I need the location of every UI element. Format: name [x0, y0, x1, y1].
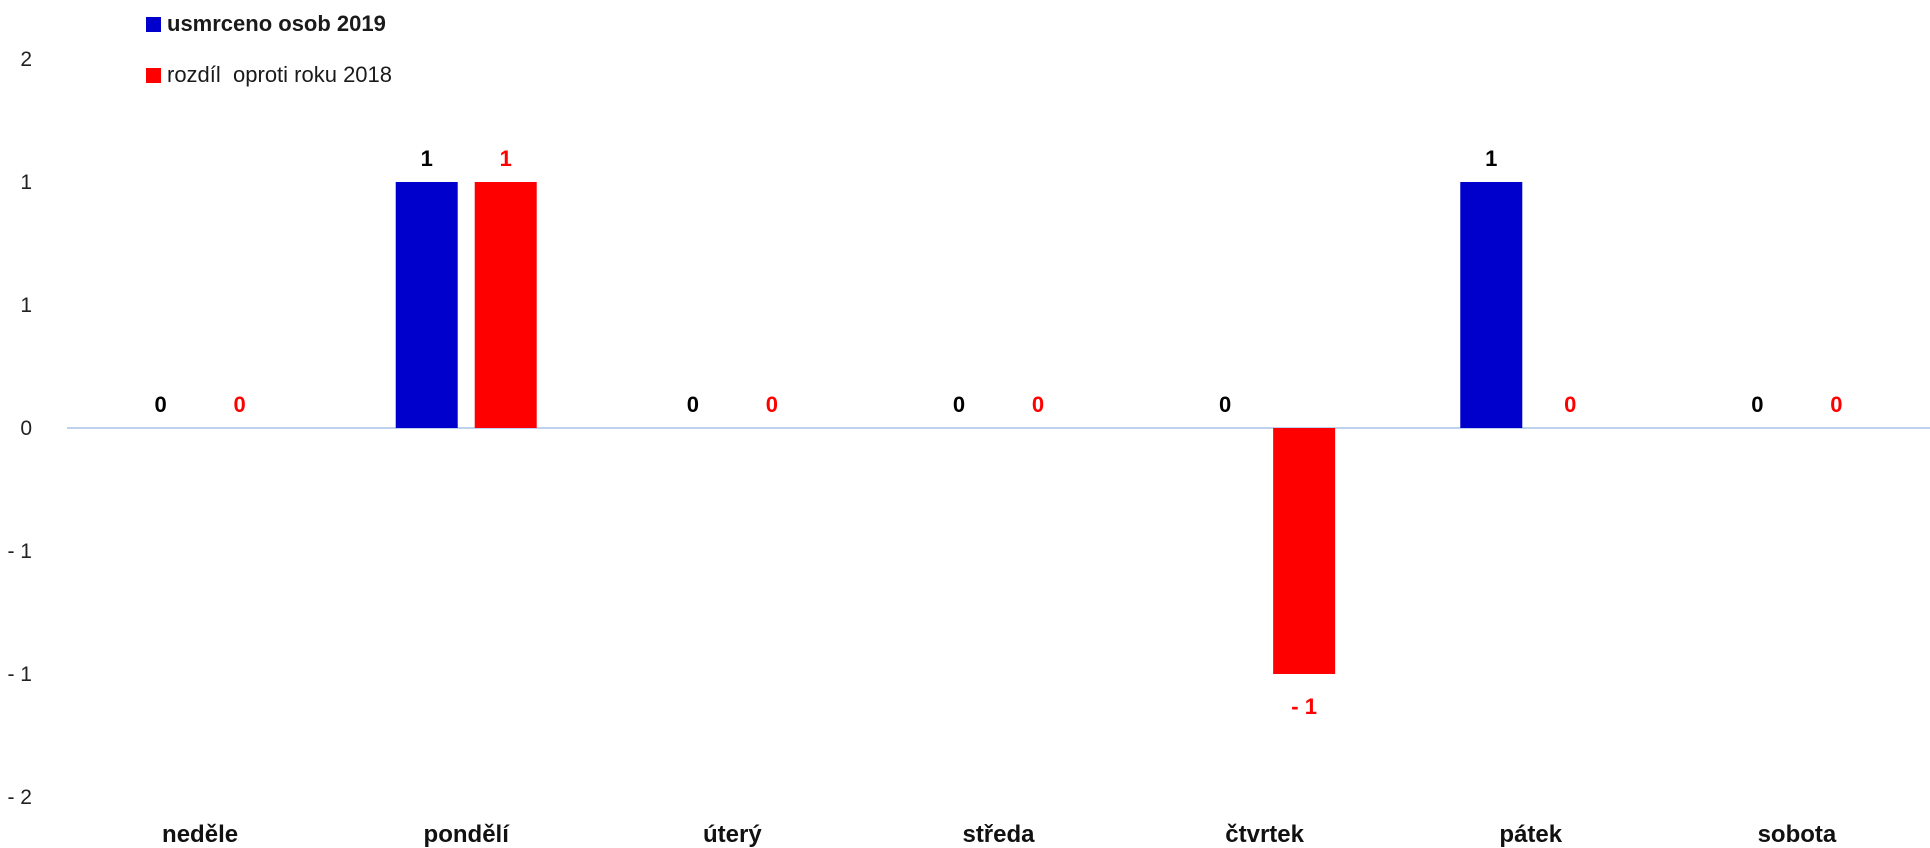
legend-swatch-series-2 [146, 67, 161, 83]
bar [1460, 182, 1523, 428]
data-label: 0 [1219, 392, 1231, 417]
data-label: 0 [1830, 392, 1842, 417]
bar [474, 182, 537, 428]
x-category-label: neděle [162, 821, 238, 848]
data-label: 0 [1564, 392, 1576, 417]
legend-label-series-2: rozdíl oproti roku 2018 [167, 62, 393, 87]
y-tick-label: - 2 [7, 786, 32, 809]
legend-swatch-series-1 [146, 16, 161, 32]
bar [395, 182, 458, 428]
y-tick-label: 2 [20, 48, 32, 71]
x-category-label: pátek [1499, 821, 1562, 848]
y-tick-label: 1 [20, 294, 32, 317]
legend-item-series-1: usmrceno osob 2019 [146, 11, 386, 37]
data-label: 0 [1751, 392, 1763, 417]
labels-layer: 2 1 1 0 - 1 - 1 - 2 0 0 neděle 1 1 pondělí 0 0 úterý 0 0 s… [7, 48, 1842, 848]
data-label: 1 [500, 146, 512, 171]
x-category-label: sobota [1758, 821, 1837, 848]
x-category-label: pondělí [424, 821, 511, 848]
y-tick-label: - 1 [7, 540, 32, 563]
legend-item-series-2: rozdíl oproti roku 2018 [146, 62, 392, 88]
data-label: 0 [1032, 392, 1044, 417]
data-label: 0 [154, 392, 166, 417]
data-label: 0 [953, 392, 965, 417]
data-label: - 1 [1291, 694, 1317, 719]
x-category-label: čtvrtek [1225, 821, 1304, 848]
x-category-label: úterý [703, 821, 762, 848]
bar [1273, 428, 1336, 674]
bars-layer [395, 182, 1523, 674]
data-label: 1 [421, 146, 433, 171]
data-label: 1 [1485, 146, 1497, 171]
x-category-label: středa [962, 821, 1035, 848]
y-tick-label: - 1 [7, 663, 32, 686]
data-label: 0 [766, 392, 778, 417]
y-tick-label: 1 [20, 171, 32, 194]
legend-label-series-1: usmrceno osob 2019 [167, 11, 386, 36]
y-tick-label: 0 [20, 417, 32, 440]
data-label: 0 [233, 392, 245, 417]
data-label: 0 [687, 392, 699, 417]
